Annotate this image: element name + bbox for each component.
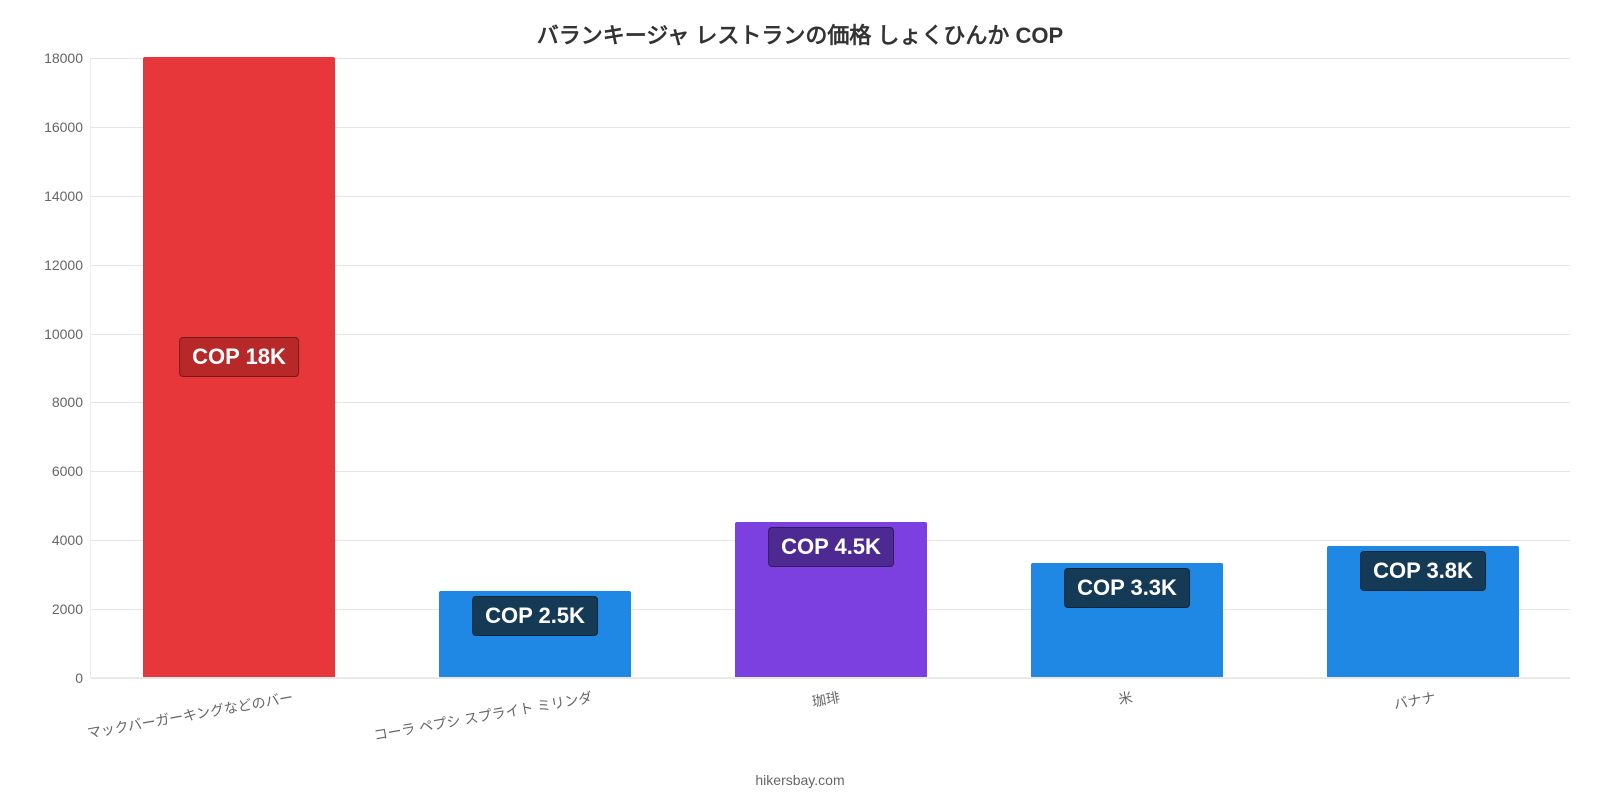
plot-area: 0200040006000800010000120001400016000180… (90, 58, 1570, 678)
y-axis-label: 14000 (44, 188, 91, 204)
x-axis-label: マックバーガーキングなどのバー (86, 687, 295, 743)
y-axis-label: 2000 (52, 601, 91, 617)
y-axis-label: 0 (75, 670, 91, 686)
attribution-text: hikersbay.com (755, 772, 844, 788)
y-axis-label: 12000 (44, 257, 91, 273)
bar-value-label: COP 3.8K (1360, 551, 1486, 591)
bar-value-label: COP 3.3K (1064, 568, 1190, 608)
x-axis-label: 珈琲 (810, 687, 841, 712)
y-axis-label: 18000 (44, 50, 91, 66)
x-axis-label: バナナ (1392, 687, 1437, 714)
x-axis-label: コーラ ペプシ スプライト ミリンダ (372, 687, 594, 745)
y-axis-label: 6000 (52, 463, 91, 479)
gridline (91, 678, 1570, 679)
bar-value-label: COP 18K (179, 337, 299, 377)
bar-value-label: COP 4.5K (768, 527, 894, 567)
bar-value-label: COP 2.5K (472, 596, 598, 636)
y-axis-label: 4000 (52, 532, 91, 548)
x-axis-label: 米 (1117, 687, 1134, 709)
y-axis-label: 8000 (52, 394, 91, 410)
price-bar-chart: バランキージャ レストランの価格 しょくひんか COP 020004000600… (0, 0, 1600, 800)
y-axis-label: 10000 (44, 326, 91, 342)
y-axis-label: 16000 (44, 119, 91, 135)
chart-title: バランキージャ レストランの価格 しょくひんか COP (0, 18, 1600, 50)
